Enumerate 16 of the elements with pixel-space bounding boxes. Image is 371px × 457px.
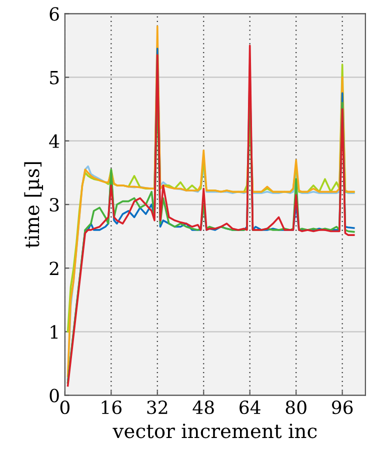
x-tick-label: 16 <box>102 400 122 414</box>
y-tick-label: 5 <box>50 71 59 84</box>
x-tick-label: 0 <box>60 400 70 414</box>
x-tick-label: 48 <box>192 400 214 414</box>
y-tick-label: 3 <box>50 198 59 212</box>
x-tick-label: 96 <box>332 400 353 414</box>
y-tick-label: 4 <box>49 134 60 148</box>
x-axis-title: vector increment inc <box>112 424 317 438</box>
y-tick-label: 1 <box>50 325 58 339</box>
x-tick-label: 80 <box>286 400 306 414</box>
y-tick-label: 0 <box>50 388 59 402</box>
y-axis-title: time [µs] <box>24 162 44 248</box>
y-tick-label: 2 <box>50 262 58 275</box>
x-tick-label: 32 <box>147 400 168 414</box>
y-tick-label: 6 <box>50 7 59 21</box>
x-tick-label: 64 <box>240 400 260 414</box>
